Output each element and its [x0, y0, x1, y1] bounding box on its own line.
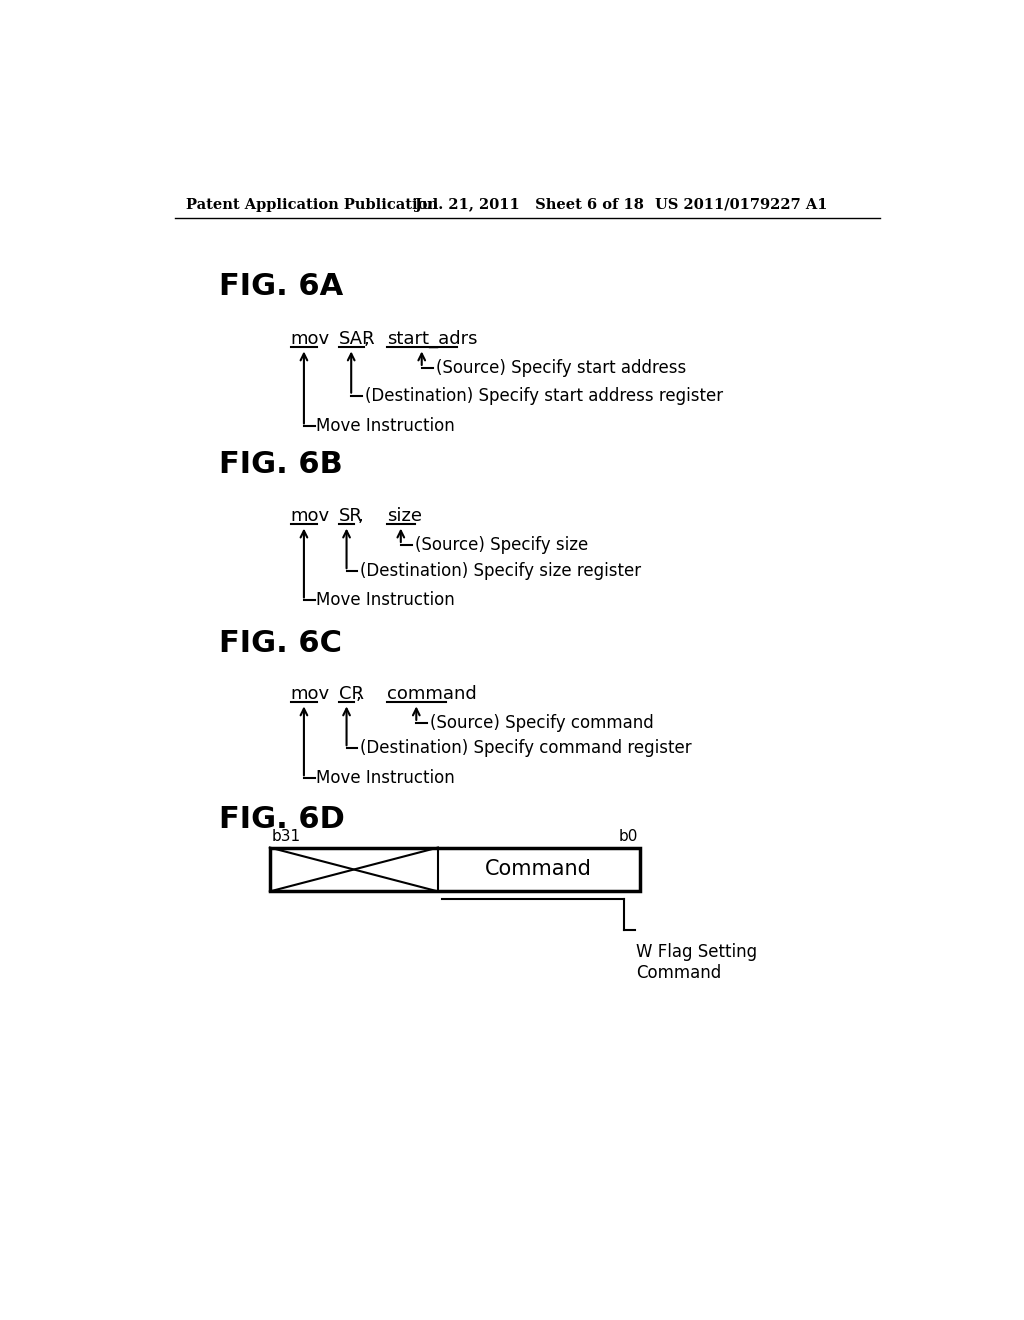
Text: Move Instruction: Move Instruction	[316, 770, 455, 787]
Text: mov: mov	[291, 330, 330, 347]
Text: W Flag Setting
Command: W Flag Setting Command	[636, 942, 758, 982]
Text: SAR: SAR	[339, 330, 376, 347]
Text: (Destination) Specify start address register: (Destination) Specify start address regi…	[366, 387, 723, 404]
Text: FIG. 6A: FIG. 6A	[219, 272, 344, 301]
Text: ,: ,	[356, 685, 361, 702]
Bar	[270, 847, 640, 891]
Text: mov: mov	[291, 507, 330, 524]
Text: CR: CR	[339, 685, 364, 702]
Text: (Destination) Specify command register: (Destination) Specify command register	[360, 739, 692, 758]
Text: Move Instruction: Move Instruction	[316, 417, 455, 436]
Text: ,: ,	[364, 330, 370, 347]
Text: (Destination) Specify size register: (Destination) Specify size register	[360, 562, 642, 579]
Text: FIG. 6C: FIG. 6C	[219, 630, 342, 657]
Text: US 2011/0179227 A1: US 2011/0179227 A1	[655, 198, 827, 211]
Text: Jul. 21, 2011   Sheet 6 of 18: Jul. 21, 2011 Sheet 6 of 18	[415, 198, 644, 211]
Text: Move Instruction: Move Instruction	[316, 591, 455, 610]
Text: command: command	[387, 685, 476, 702]
Text: start_adrs: start_adrs	[387, 330, 477, 347]
Text: FIG. 6D: FIG. 6D	[219, 805, 345, 833]
Text: (Source) Specify start address: (Source) Specify start address	[435, 359, 686, 376]
Text: (Source) Specify size: (Source) Specify size	[415, 536, 588, 554]
Text: b0: b0	[618, 829, 638, 845]
Text: mov: mov	[291, 685, 330, 702]
Text: ,: ,	[357, 507, 364, 524]
Text: Patent Application Publication: Patent Application Publication	[186, 198, 438, 211]
Text: size: size	[387, 507, 422, 524]
Text: (Source) Specify command: (Source) Specify command	[430, 714, 654, 731]
Text: b31: b31	[271, 829, 300, 845]
Text: FIG. 6B: FIG. 6B	[219, 450, 343, 479]
Text: SR: SR	[339, 507, 362, 524]
Text: Command: Command	[485, 859, 592, 879]
